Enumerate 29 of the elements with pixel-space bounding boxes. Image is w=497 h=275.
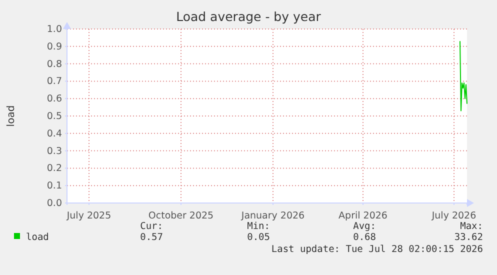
line-series <box>460 40 468 112</box>
legend-label: load <box>26 232 49 243</box>
text: 0.68 <box>353 232 376 243</box>
y-axis-title: load <box>6 105 17 127</box>
text: Max: <box>460 221 483 232</box>
y-tick-label: 0.6 <box>46 94 62 105</box>
y-tick-label: 0.9 <box>46 41 62 52</box>
x-tick-label: July 2026 <box>430 210 476 222</box>
y-tick-label: 0.7 <box>46 76 62 88</box>
y-tick-label: 0.0 <box>46 198 62 210</box>
x-tick-label: April 2026 <box>338 210 388 222</box>
text: Cur: <box>140 221 163 232</box>
text: Last update: Tue Jul 28 02:00:15 2026 <box>271 244 484 255</box>
text: Min: <box>247 221 270 232</box>
y-tick-label: 0.4 <box>46 128 62 140</box>
text: Avg: <box>353 221 376 232</box>
x-tick-label: July 2025 <box>66 210 112 222</box>
x-tick-label: January 2026 <box>240 210 305 222</box>
y-tick-label: 0.5 <box>46 111 62 122</box>
text: 33.62 <box>454 232 483 243</box>
y-tick-label: 0.1 <box>46 180 62 192</box>
x-tick-label: October 2025 <box>148 210 214 222</box>
y-tick-label: 0.3 <box>46 146 62 157</box>
chart-title: Load average - by year <box>176 9 322 24</box>
text: 0.57 <box>140 232 163 243</box>
text: 0.05 <box>247 232 270 243</box>
y-tick-label: 0.8 <box>46 58 62 70</box>
y-tick-label: 1.0 <box>46 24 62 36</box>
y-tick-label: 0.2 <box>46 163 62 174</box>
